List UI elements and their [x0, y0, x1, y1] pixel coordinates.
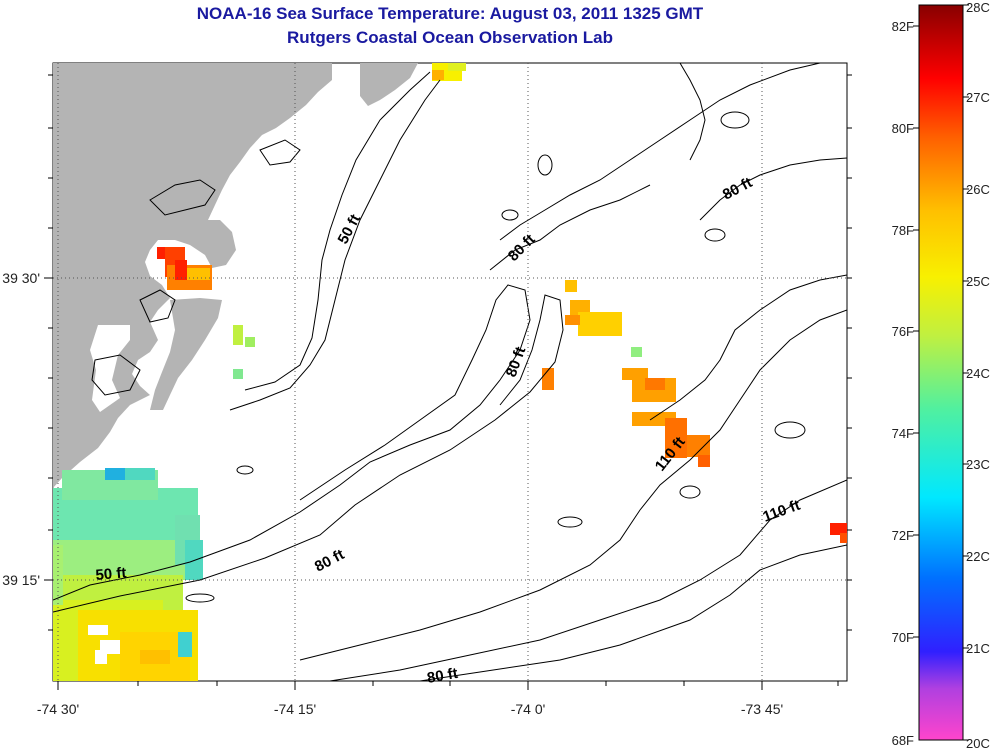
sst-pixels-north [432, 63, 466, 81]
colorbar-c-label: 22C [966, 549, 990, 564]
x-tick-label: -74 15' [274, 701, 316, 717]
x-tick-label: -74 0' [511, 701, 546, 717]
sst-pixels-offshore [542, 280, 847, 543]
colorbar-c-label: 28C [966, 0, 990, 15]
x-tick-label: -74 30' [37, 701, 79, 717]
tick-marks [44, 74, 852, 690]
colorbar-f-label: 70F [892, 630, 914, 645]
colorbar-f-label: 72F [892, 528, 914, 543]
colorbar-f-label: 68F [892, 733, 914, 748]
colorbar-c-label: 23C [966, 457, 990, 472]
colorbar-f-label: 78F [892, 223, 914, 238]
land-island [150, 298, 222, 410]
no-data-area [90, 325, 130, 412]
contour-label: 80 ft [426, 665, 459, 687]
colorbar-c-label: 27C [966, 90, 990, 105]
y-tick-label: 39 30' [2, 270, 40, 286]
land-north [360, 63, 418, 106]
sst-pixels-southwest [53, 468, 203, 681]
grid-lines [53, 63, 847, 681]
colorbar-f-label: 76F [892, 324, 914, 339]
colorbar-ticks [913, 4, 969, 741]
x-tick-label: -73 45' [741, 701, 783, 717]
colorbar-c-label: 26C [966, 182, 990, 197]
colorbar-c-label: 25C [966, 274, 990, 289]
map-subtitle: Rutgers Coastal Ocean Observation Lab [287, 28, 613, 47]
colorbar-c-label: 20C [966, 736, 990, 751]
land-mass [53, 63, 332, 488]
colorbar-c-label: 24C [966, 366, 990, 381]
colorbar [918, 4, 964, 741]
y-tick-label: 39 15' [2, 572, 40, 588]
colorbar-f-label: 74F [892, 426, 914, 441]
contour-label: 50 ft [95, 564, 127, 584]
sst-pixels-bay [157, 247, 255, 379]
colorbar-c-label: 21C [966, 641, 990, 656]
colorbar-f-label: 82F [892, 19, 914, 34]
colorbar-f-label: 80F [892, 121, 914, 136]
map-title: NOAA-16 Sea Surface Temperature: August … [196, 4, 704, 23]
bathymetry-contours [53, 63, 847, 681]
